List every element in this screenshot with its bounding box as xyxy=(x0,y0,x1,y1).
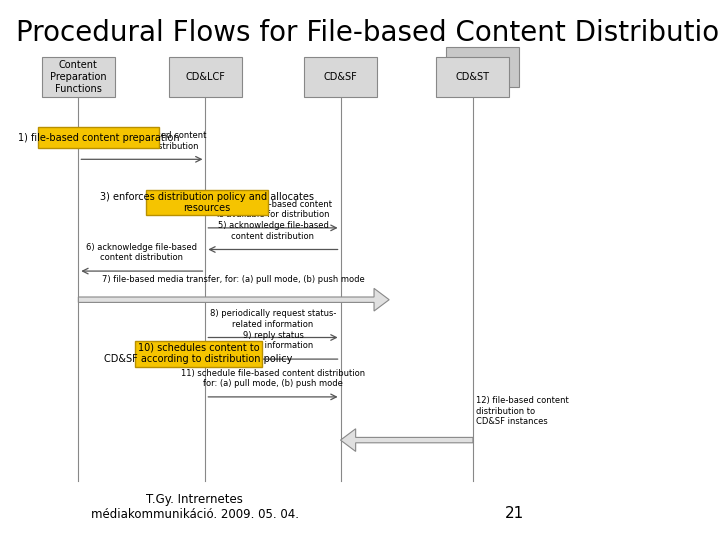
Text: 2) Indicates file-based content
is available for distribution: 2) Indicates file-based content is avail… xyxy=(78,131,206,151)
Text: 10) schedules content to
CD&SF according to distribution policy: 10) schedules content to CD&SF according… xyxy=(104,343,293,364)
Text: 21: 21 xyxy=(505,506,524,521)
Text: T.Gy. Intrernetes
médiakommunikáció. 2009. 05. 04.: T.Gy. Intrernetes médiakommunikáció. 200… xyxy=(91,493,299,521)
FancyBboxPatch shape xyxy=(436,57,510,97)
Text: 3) enforces distribution policy and allocates
resources: 3) enforces distribution policy and allo… xyxy=(100,192,314,213)
FancyBboxPatch shape xyxy=(169,57,242,97)
Text: 8) periodically request status-
related information: 8) periodically request status- related … xyxy=(210,309,336,329)
Text: Procedural Flows for File-based Content Distribution: Procedural Flows for File-based Content … xyxy=(17,19,720,47)
FancyBboxPatch shape xyxy=(135,341,262,367)
Text: 6) acknowledge file-based
content distribution: 6) acknowledge file-based content distri… xyxy=(86,243,197,262)
Text: 7) file-based media transfer, for: (a) pull mode, (b) push mode: 7) file-based media transfer, for: (a) p… xyxy=(102,275,365,284)
Text: 4) Locate file-based content
is available for distribution: 4) Locate file-based content is availabl… xyxy=(214,200,332,219)
Text: CD&LCF: CD&LCF xyxy=(186,72,225,82)
Text: 9) reply status
related information: 9) reply status related information xyxy=(233,331,314,350)
Text: 12) file-based content
distribution to
CD&SF instances: 12) file-based content distribution to C… xyxy=(476,396,568,426)
Text: Content
Preparation
Functions: Content Preparation Functions xyxy=(50,60,107,93)
Text: 1) file-based content preparation: 1) file-based content preparation xyxy=(18,133,179,143)
FancyBboxPatch shape xyxy=(42,57,115,97)
FancyBboxPatch shape xyxy=(38,127,159,148)
FancyBboxPatch shape xyxy=(146,190,268,215)
FancyBboxPatch shape xyxy=(446,47,519,87)
FancyBboxPatch shape xyxy=(304,57,377,97)
Text: CD&SF: CD&SF xyxy=(324,72,357,82)
Text: 5) acknowledge file-based
content distribution: 5) acknowledge file-based content distri… xyxy=(217,221,328,241)
FancyArrow shape xyxy=(341,429,473,451)
Text: CD&ST: CD&ST xyxy=(456,72,490,82)
FancyArrow shape xyxy=(78,288,390,311)
Text: 11) schedule file-based content distribution
for: (a) pull mode, (b) push mode: 11) schedule file-based content distribu… xyxy=(181,369,365,388)
